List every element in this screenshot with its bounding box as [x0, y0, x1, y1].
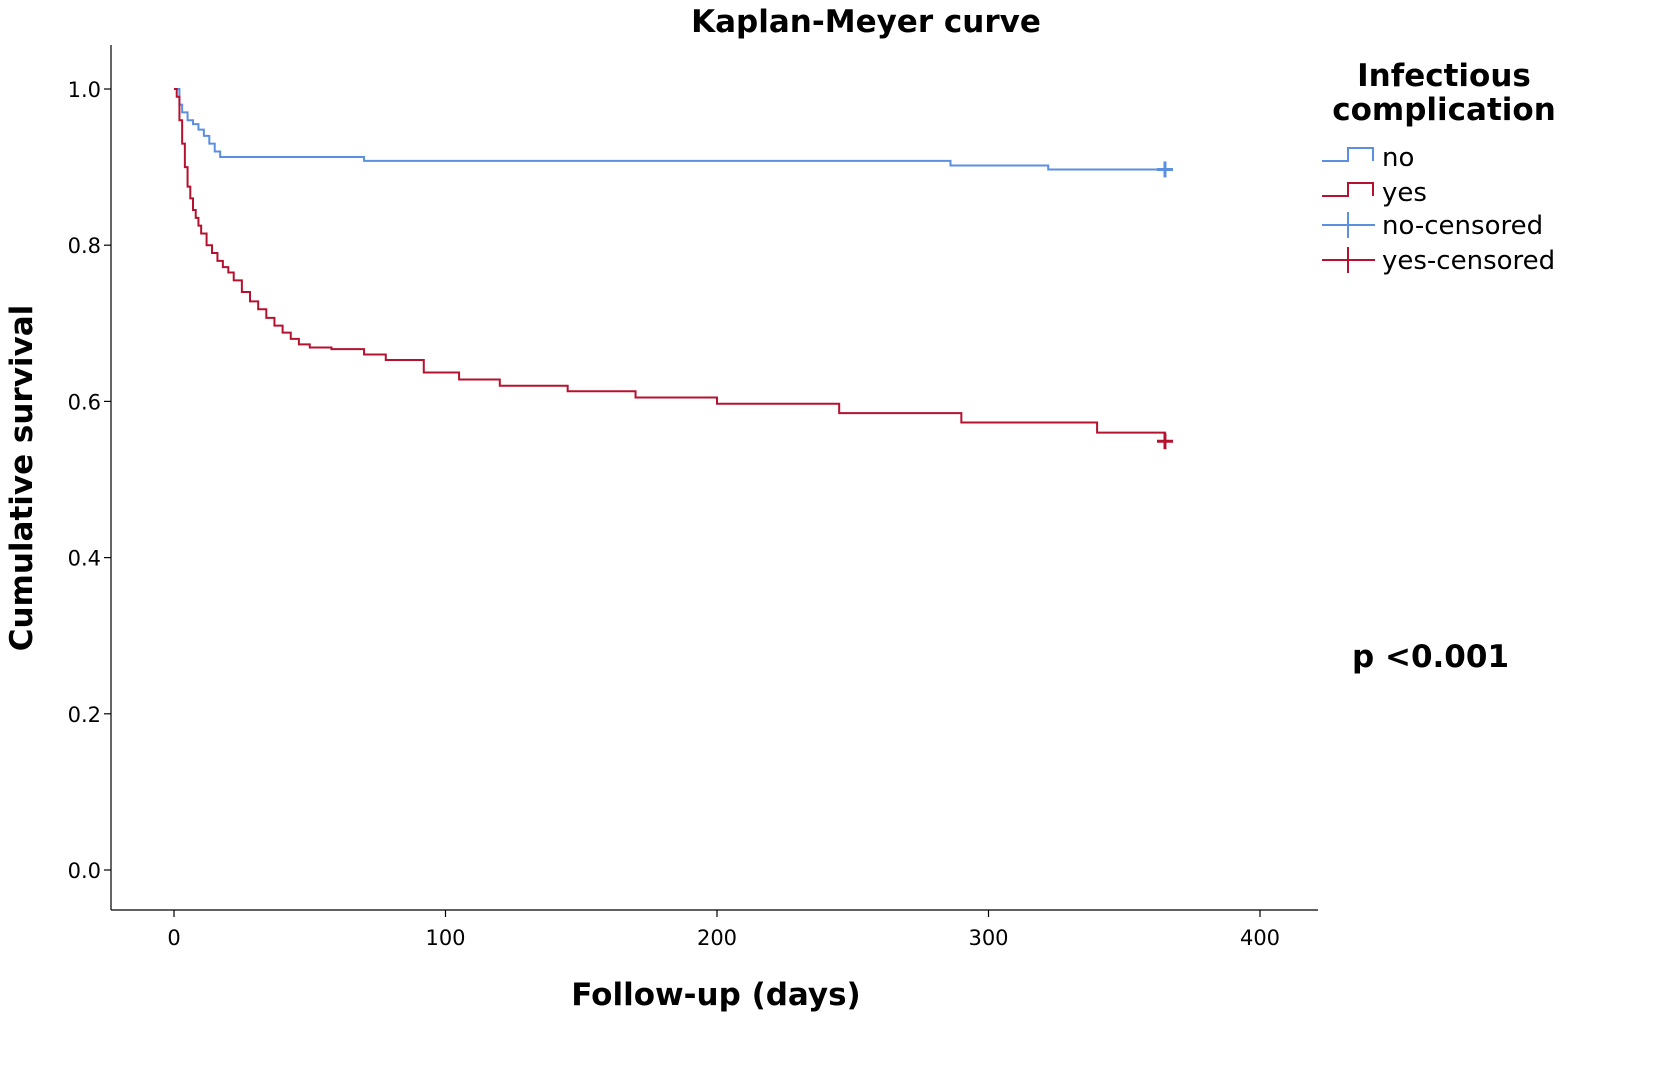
x-axis-ticks: 0 100 200 300 400 [167, 910, 1280, 950]
x-tick-label: 100 [425, 926, 465, 950]
x-tick-label: 0 [167, 926, 180, 950]
series-layer [174, 88, 1166, 442]
x-axis-title: Follow-up (days) [571, 977, 860, 1013]
series-no-line [174, 88, 1165, 171]
legend-entry-no-censored: no-censored [1322, 211, 1543, 241]
x-tick-label: 200 [697, 926, 737, 950]
y-tick-label: 0.2 [68, 703, 101, 727]
censor-marks [1156, 161, 1173, 450]
censor-mark-no [1156, 161, 1173, 178]
x-tick-label: 400 [1240, 926, 1280, 950]
censor-mark-yes [1156, 433, 1173, 450]
legend-entry-no: no [1322, 143, 1414, 173]
legend-swatch-yes [1322, 182, 1374, 197]
legend-swatch-yes-censored [1322, 247, 1375, 273]
chart-title: Kaplan-Meyer curve [691, 4, 1041, 40]
y-axis-title: Cumulative survival [4, 305, 40, 652]
y-tick-label: 0.6 [68, 390, 101, 414]
y-tick-label: 1.0 [68, 78, 101, 102]
legend-label-yes: yes [1382, 178, 1427, 208]
legend: Infectious complication no yesno-censored… [1322, 58, 1556, 276]
y-tick-label: 0.8 [68, 234, 101, 258]
y-tick-label: 0.0 [68, 859, 101, 883]
y-tick-label: 0.4 [68, 547, 101, 571]
legend-title-line-1: Infectious [1357, 58, 1531, 94]
series-yes-line [174, 88, 1166, 442]
legend-swatch-no [1322, 147, 1374, 162]
legend-swatch-no-censored [1322, 212, 1375, 238]
legend-label-no-censored: no-censored [1382, 211, 1543, 241]
y-axis-ticks: 0.0 0.2 0.4 0.6 0.8 1.0 [68, 78, 111, 883]
legend-title-line-2: complication [1332, 92, 1556, 128]
legend-label-yes-censored: yes-censored [1382, 246, 1555, 276]
legend-entry-yes: yes [1322, 178, 1427, 208]
p-value-annotation: p <0.001 [1352, 639, 1509, 675]
plot-area: 0 100 200 300 400 0.0 0.2 0.4 0.6 0.8 1.0 [68, 45, 1318, 950]
legend-label-no: no [1382, 143, 1414, 173]
legend-entry-yes-censored: yes-censored [1322, 246, 1555, 276]
x-tick-label: 300 [968, 926, 1008, 950]
